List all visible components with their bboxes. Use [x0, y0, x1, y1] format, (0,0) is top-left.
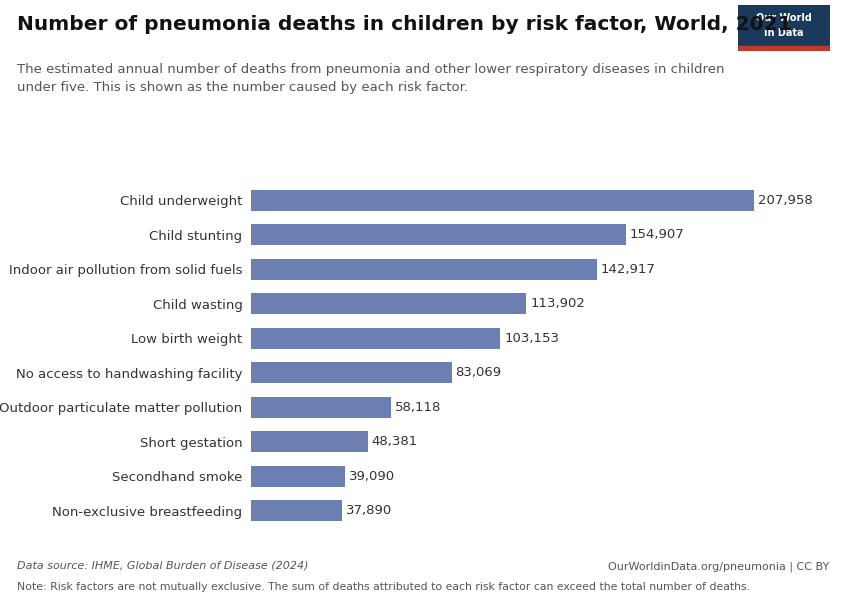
Bar [251, 466, 345, 487]
Text: The estimated annual number of deaths from pneumonia and other lower respiratory: The estimated annual number of deaths fr… [17, 63, 724, 94]
Bar [251, 224, 626, 245]
Bar [738, 46, 830, 51]
Bar [251, 397, 392, 418]
Text: 113,902: 113,902 [530, 297, 585, 310]
Text: 37,890: 37,890 [346, 504, 393, 517]
Text: OurWorldinData.org/pneumonia | CC BY: OurWorldinData.org/pneumonia | CC BY [608, 561, 829, 571]
Text: 103,153: 103,153 [504, 332, 559, 345]
Text: Note: Risk factors are not mutually exclusive. The sum of deaths attributed to e: Note: Risk factors are not mutually excl… [17, 582, 750, 592]
Text: in Data: in Data [764, 28, 803, 38]
Bar [251, 500, 343, 521]
Bar [251, 293, 526, 314]
Text: 154,907: 154,907 [629, 228, 684, 241]
Bar [251, 190, 754, 211]
Text: 39,090: 39,090 [349, 470, 395, 483]
Text: 83,069: 83,069 [456, 366, 502, 379]
Bar [251, 362, 452, 383]
Text: 142,917: 142,917 [600, 263, 655, 276]
Text: 207,958: 207,958 [757, 194, 813, 207]
Text: Number of pneumonia deaths in children by risk factor, World, 2021: Number of pneumonia deaths in children b… [17, 15, 791, 34]
Text: 58,118: 58,118 [395, 401, 441, 414]
Bar [251, 431, 368, 452]
Text: 48,381: 48,381 [371, 435, 417, 448]
Text: Data source: IHME, Global Burden of Disease (2024): Data source: IHME, Global Burden of Dise… [17, 561, 309, 571]
Bar [251, 328, 501, 349]
Text: Our World: Our World [756, 13, 812, 23]
Bar [251, 259, 597, 280]
